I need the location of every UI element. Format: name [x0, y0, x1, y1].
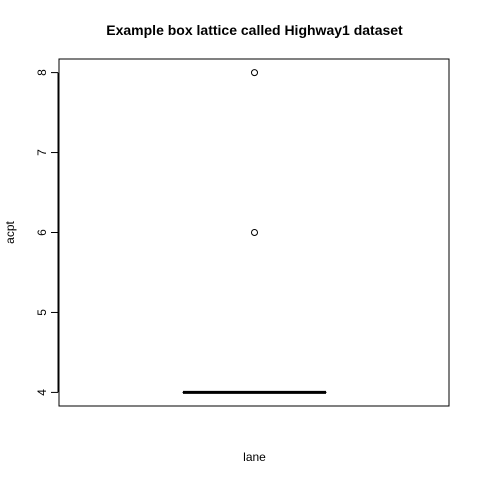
outlier-point [251, 229, 258, 236]
chart-title: Example box lattice called Highway1 data… [106, 22, 403, 38]
y-tick-label: 7 [35, 149, 49, 156]
y-tick-label: 4 [35, 389, 49, 396]
plot-frame [58, 58, 450, 407]
y-ticks: 4 5 6 7 8 [35, 69, 58, 396]
x-axis-label: lane [243, 450, 266, 464]
y-axis: 4 5 6 7 8 [35, 69, 59, 396]
y-axis-label: acpt [3, 220, 17, 243]
box-group [182, 69, 327, 394]
outlier-point [251, 69, 258, 77]
y-tick-label: 5 [35, 309, 49, 316]
y-tick-label: 8 [35, 69, 49, 76]
y-tick-label: 6 [35, 229, 49, 236]
